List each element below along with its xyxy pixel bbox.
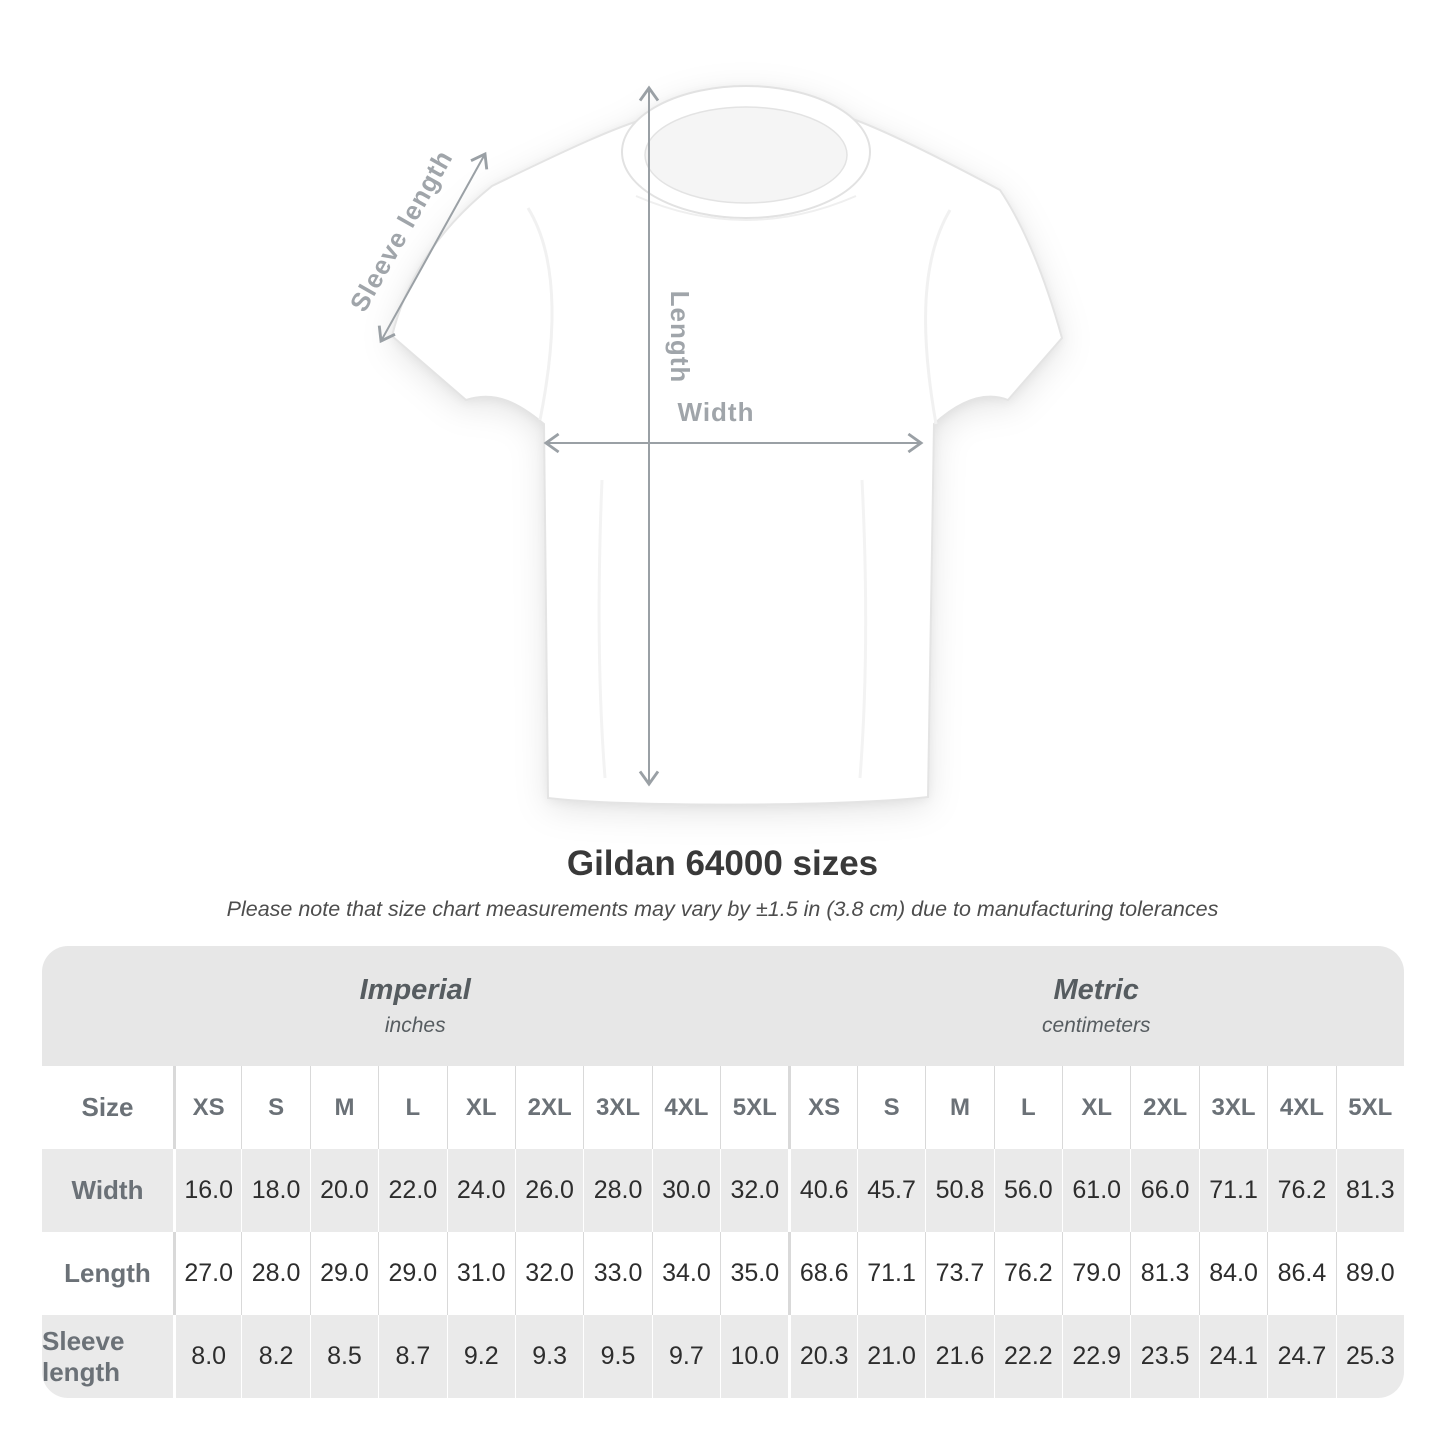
length-label: Length xyxy=(665,291,695,384)
value-cell-imperial: 29.0 xyxy=(309,1232,378,1315)
size-header-metric: S xyxy=(856,1066,925,1149)
imperial-group-header: Imperial inches xyxy=(42,946,789,1066)
value-cell-imperial: 30.0 xyxy=(651,1149,721,1232)
value-cell-metric: 71.1 xyxy=(856,1232,925,1315)
size-header-metric: M xyxy=(925,1066,993,1149)
sleeve-length-arrow xyxy=(377,151,489,344)
metric-group-header: Metric centimeters xyxy=(788,946,1404,1066)
row-label: Length xyxy=(64,1258,151,1288)
value-cell-metric: 79.0 xyxy=(1062,1232,1130,1315)
value-cell-imperial: 35.0 xyxy=(720,1232,788,1315)
size-header-imperial: L xyxy=(378,1066,446,1149)
metric-group-unit: centimeters xyxy=(1041,1014,1151,1037)
value-cell-imperial: 8.7 xyxy=(378,1315,447,1398)
value-cell-imperial: 32.0 xyxy=(720,1149,789,1232)
value-cell-metric: 24.1 xyxy=(1198,1315,1268,1398)
value-cell-imperial: 34.0 xyxy=(651,1232,720,1315)
size-header-imperial: S xyxy=(241,1066,309,1149)
value-cell-metric: 71.1 xyxy=(1198,1149,1268,1232)
value-cell-metric: 22.9 xyxy=(1062,1315,1131,1398)
size-header-metric: 4XL xyxy=(1267,1066,1335,1149)
size-header-metric: 5XL xyxy=(1335,1066,1404,1149)
value-cell-imperial: 29.0 xyxy=(378,1232,446,1315)
size-column-header: Size xyxy=(81,1092,134,1122)
tolerance-note: Please note that size chart measurements… xyxy=(226,897,1219,921)
page-title: Gildan 64000 sizes xyxy=(566,844,879,883)
value-cell-imperial: 31.0 xyxy=(446,1232,515,1315)
value-cell-metric: 81.3 xyxy=(1130,1232,1198,1315)
width-label: Width xyxy=(678,397,755,427)
value-cell-metric: 20.3 xyxy=(788,1315,857,1398)
row-label: Width xyxy=(42,1149,173,1232)
value-cell-metric: 76.2 xyxy=(1267,1149,1336,1232)
value-cell-imperial: 18.0 xyxy=(241,1149,310,1232)
value-cell-metric: 73.7 xyxy=(925,1232,993,1315)
size-header-imperial: XS xyxy=(173,1066,241,1149)
value-cell-metric: 86.4 xyxy=(1267,1232,1335,1315)
metric-group-title: Metric xyxy=(1053,974,1139,1006)
value-cell-imperial: 28.0 xyxy=(241,1232,309,1315)
tshirt-image xyxy=(390,85,1064,806)
row-label: Sleeve length xyxy=(42,1315,173,1398)
value-cell-imperial: 16.0 xyxy=(173,1149,242,1232)
value-cell-imperial: 8.0 xyxy=(173,1315,242,1398)
value-cell-imperial: 26.0 xyxy=(514,1149,584,1232)
value-cell-imperial: 24.0 xyxy=(446,1149,515,1232)
value-cell-imperial: 20.0 xyxy=(309,1149,379,1232)
value-cell-imperial: 8.2 xyxy=(241,1315,310,1398)
value-cell-imperial: 9.2 xyxy=(446,1315,515,1398)
value-cell-metric: 89.0 xyxy=(1335,1232,1404,1315)
value-cell-metric: 56.0 xyxy=(993,1149,1063,1232)
size-header-imperial: 4XL xyxy=(651,1066,720,1149)
value-cell-metric: 68.6 xyxy=(788,1232,856,1315)
size-header-metric: 3XL xyxy=(1198,1066,1267,1149)
value-cell-metric: 24.7 xyxy=(1267,1315,1336,1398)
value-cell-metric: 66.0 xyxy=(1130,1149,1199,1232)
value-cell-imperial: 9.3 xyxy=(514,1315,584,1398)
value-cell-metric: 50.8 xyxy=(925,1149,994,1232)
value-cell-metric: 40.6 xyxy=(788,1149,857,1232)
value-cell-metric: 21.6 xyxy=(925,1315,994,1398)
value-cell-imperial: 28.0 xyxy=(583,1149,652,1232)
value-cell-metric: 76.2 xyxy=(993,1232,1062,1315)
value-cell-imperial: 10.0 xyxy=(720,1315,789,1398)
value-cell-imperial: 9.5 xyxy=(583,1315,652,1398)
value-cell-imperial: 27.0 xyxy=(173,1232,241,1315)
value-cell-metric: 45.7 xyxy=(856,1149,926,1232)
imperial-group-unit: inches xyxy=(384,1014,446,1037)
value-cell-imperial: 8.5 xyxy=(309,1315,379,1398)
size-header-imperial: M xyxy=(309,1066,378,1149)
size-header-imperial: 2XL xyxy=(514,1066,583,1149)
size-header-imperial: XL xyxy=(446,1066,515,1149)
size-header-metric: XL xyxy=(1062,1066,1130,1149)
imperial-group-title: Imperial xyxy=(359,974,471,1006)
size-header-imperial: 5XL xyxy=(720,1066,788,1149)
value-cell-metric: 22.2 xyxy=(993,1315,1063,1398)
value-cell-imperial: 33.0 xyxy=(583,1232,651,1315)
value-cell-imperial: 9.7 xyxy=(651,1315,721,1398)
size-header-metric: 2XL xyxy=(1130,1066,1198,1149)
value-cell-metric: 81.3 xyxy=(1335,1149,1404,1232)
value-cell-metric: 61.0 xyxy=(1062,1149,1131,1232)
value-cell-imperial: 22.0 xyxy=(378,1149,447,1232)
size-header-metric: XS xyxy=(788,1066,856,1149)
value-cell-metric: 84.0 xyxy=(1198,1232,1267,1315)
size-table: Imperial inches Metric centimeters Size X… xyxy=(42,946,1404,1398)
value-cell-imperial: 32.0 xyxy=(514,1232,583,1315)
size-header-imperial: 3XL xyxy=(583,1066,651,1149)
size-header-metric: L xyxy=(993,1066,1062,1149)
value-cell-metric: 23.5 xyxy=(1130,1315,1199,1398)
value-cell-metric: 21.0 xyxy=(856,1315,926,1398)
value-cell-metric: 25.3 xyxy=(1335,1315,1404,1398)
